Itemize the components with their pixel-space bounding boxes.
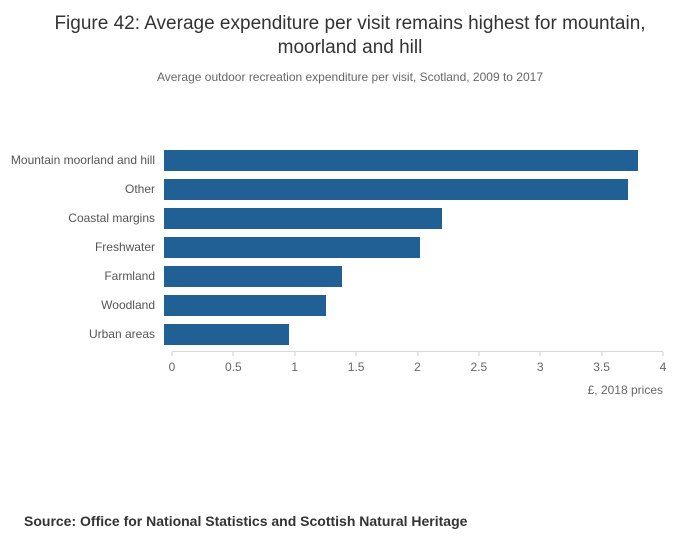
x-tick-mark [294, 351, 296, 356]
bar[interactable] [164, 149, 639, 171]
x-tick-mark [355, 351, 357, 356]
chart-header: Figure 42: Average expenditure per visit… [0, 0, 700, 84]
x-tick-mark [662, 351, 664, 356]
bar[interactable] [164, 294, 327, 316]
bar-track [164, 265, 663, 287]
bar[interactable] [164, 236, 420, 258]
chart-title: Figure 42: Average expenditure per visit… [54, 13, 646, 58]
x-tick-label: 1 [291, 359, 299, 374]
bar-row: Freshwater [8, 233, 663, 262]
x-tick-mark [171, 351, 173, 356]
x-tick-mark [539, 351, 541, 356]
category-label: Coastal margins [68, 211, 155, 225]
bar-row: Coastal margins [8, 204, 663, 233]
x-tick-label: 2.5 [470, 359, 488, 374]
x-tick-mark [601, 351, 603, 356]
bar[interactable] [164, 207, 443, 229]
category-label: Woodland [101, 298, 155, 312]
x-axis: 0 0.5 1 1.5 2 2.5 3 3.5 4 [168, 350, 666, 377]
category-label: Mountain moorland and hill [10, 153, 155, 167]
x-tick-label: 0 [168, 359, 176, 374]
plot-area: Mountain moorland and hill Other Coastal m… [8, 146, 663, 349]
bar-track [164, 178, 663, 200]
x-tick-mark [417, 351, 418, 356]
bar-track [164, 323, 663, 345]
x-tick-label: 0.5 [225, 359, 242, 374]
x-tick-label: 3 [536, 359, 544, 374]
bar-row: Urban areas [8, 320, 663, 349]
bar-row: Other [8, 175, 663, 204]
bar[interactable] [164, 323, 289, 345]
bar-track [164, 207, 663, 229]
x-tick-mark [478, 351, 480, 356]
category-label: Freshwater [94, 240, 155, 254]
x-tick-label: 3.5 [593, 359, 610, 374]
x-tick-label: 1.5 [347, 359, 365, 374]
chart-subtitle: Average outdoor recreation expenditure p… [156, 69, 544, 84]
x-axis-title: £, 2018 prices [587, 382, 663, 397]
category-label: Farmland [104, 269, 155, 283]
x-tick-label: 2 [414, 359, 421, 374]
bar-row: Farmland [8, 262, 663, 291]
bar-row: Mountain moorland and hill [8, 146, 663, 175]
source-text: Source: Office for National Statistics a… [24, 513, 468, 529]
bar[interactable] [164, 265, 343, 287]
bar-track [164, 149, 663, 171]
category-label: Urban areas [88, 327, 155, 341]
x-tick-label: 4 [659, 359, 667, 374]
category-label: Other [124, 182, 155, 196]
x-tick-mark [232, 351, 234, 356]
bar[interactable] [164, 178, 629, 200]
bar-track [164, 236, 663, 258]
bar-track [164, 294, 663, 316]
bar-row: Woodland [8, 291, 663, 320]
